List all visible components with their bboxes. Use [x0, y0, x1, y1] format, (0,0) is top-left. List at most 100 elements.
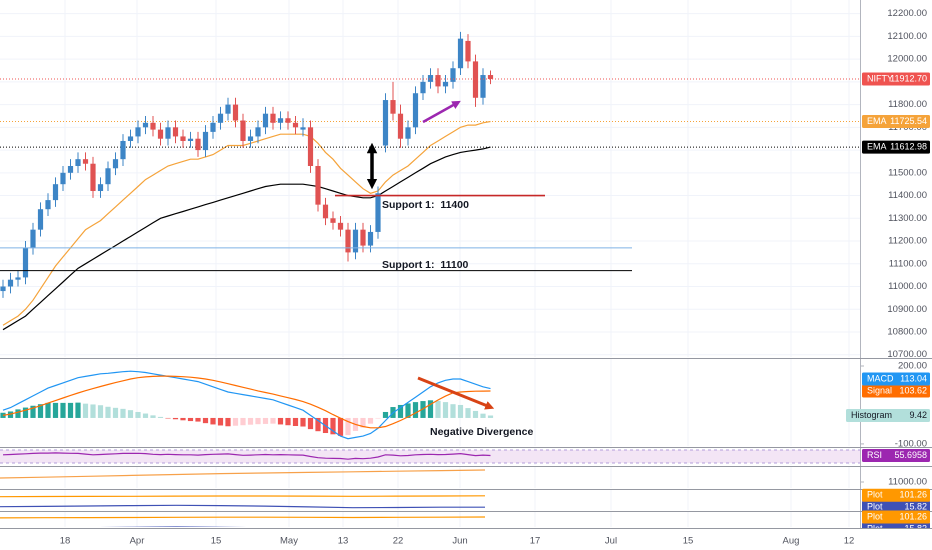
histogram-bar [142, 413, 149, 418]
histogram-bar [442, 402, 449, 418]
histogram-bar [157, 416, 164, 418]
candle-body [217, 113, 224, 123]
badge-value: 55.6958 [894, 450, 927, 460]
badge-name: RSI [867, 450, 882, 460]
badge-name: Plot [867, 502, 883, 512]
candle-body [157, 129, 164, 139]
candle-body [435, 75, 441, 87]
histogram-bar [60, 402, 66, 418]
candle-body [90, 163, 96, 192]
series-line [0, 469, 486, 479]
candle-body [480, 75, 486, 98]
x-tick-label: Jul [605, 536, 617, 547]
y-tick-label: 11000.00 [888, 477, 927, 488]
histogram-bar [30, 405, 36, 418]
histogram-bar [427, 400, 434, 418]
candle-body [150, 122, 156, 130]
histogram-bar [472, 410, 479, 418]
histogram-bar [330, 417, 336, 435]
time-axis: 18 Apr 15 May 13 22 Jun 17 Jul 15 Aug 12 [0, 528, 932, 550]
histogram-bar [465, 408, 471, 418]
histogram-bar [22, 407, 29, 418]
histogram-bar [127, 410, 134, 418]
y-tick-label: 11200.00 [888, 236, 927, 247]
badge-box [862, 384, 930, 398]
candle-body [345, 229, 351, 253]
candle-body [412, 93, 419, 128]
candle-body [315, 165, 321, 205]
badge-value: 15.82 [904, 502, 927, 512]
histogram-bar [90, 404, 96, 418]
histogram-bar [112, 407, 119, 418]
candle-body [240, 120, 246, 141]
histogram-bar [150, 415, 156, 418]
candle-body [427, 75, 434, 82]
badge-box [862, 449, 930, 463]
candle-body [397, 113, 404, 139]
histogram-bar [285, 417, 291, 426]
histogram-bar [180, 417, 186, 421]
histogram-bar [240, 417, 246, 426]
candle-body [180, 136, 186, 141]
pane [0, 31, 860, 331]
annotation: Negative Divergence [430, 426, 533, 438]
candle-body [127, 136, 134, 141]
badge-value: 11612.98 [890, 141, 927, 151]
candle-body [382, 100, 389, 146]
badge-name: NIFTY [867, 73, 893, 83]
histogram-bar [195, 417, 201, 422]
histogram-bar [367, 417, 374, 424]
x-tick-label: 15 [211, 536, 222, 547]
badge-box [862, 140, 930, 154]
histogram-bar [405, 403, 411, 418]
candle-body [360, 229, 366, 246]
candle-body [0, 286, 6, 292]
candle-body [472, 61, 479, 98]
price-badge: MACD 113.04 [862, 372, 930, 386]
series-line [2, 120, 491, 326]
candle-body [172, 127, 179, 137]
badge-box [862, 510, 930, 524]
histogram-bar [247, 417, 254, 425]
candle-body [465, 40, 471, 62]
candle-body [105, 168, 111, 185]
candle-body [15, 277, 21, 280]
candle-body [352, 229, 359, 253]
histogram-bar [255, 417, 261, 425]
candle-body [307, 127, 314, 166]
arrow [422, 100, 461, 124]
arrow [417, 376, 495, 410]
histogram-bar [480, 413, 486, 418]
candle-body [135, 127, 141, 137]
pane [0, 469, 486, 479]
histogram-bar [345, 417, 351, 436]
y-tick-label: 11400.00 [888, 190, 927, 201]
candle-body [202, 131, 209, 151]
histogram-bar [232, 417, 239, 426]
candle-body [330, 218, 336, 223]
histogram-bar [187, 417, 194, 422]
badge-name: Plot [867, 511, 883, 521]
pane [2, 452, 491, 460]
grid [0, 0, 860, 527]
series-line [2, 375, 491, 429]
histogram-bar [37, 404, 44, 418]
histogram-bar [210, 417, 216, 425]
x-tick-label: Aug [783, 536, 800, 547]
candle-body [442, 81, 449, 87]
candle-body [45, 200, 51, 210]
x-tick-label: Jun [452, 536, 467, 547]
badge-value: 11912.70 [890, 73, 927, 83]
time-axis-bg [0, 529, 932, 550]
histogram-bar [45, 402, 51, 418]
series-line [2, 146, 491, 331]
y-tick-label: 200.00 [898, 361, 927, 372]
annotations: Support 1: 11400 Support 1: 11100 Negative… [382, 199, 533, 438]
histogram-bar [435, 400, 441, 418]
candle-body [75, 159, 81, 166]
candle-body [255, 127, 261, 137]
badge-box [846, 409, 930, 423]
pane [0, 516, 486, 527]
